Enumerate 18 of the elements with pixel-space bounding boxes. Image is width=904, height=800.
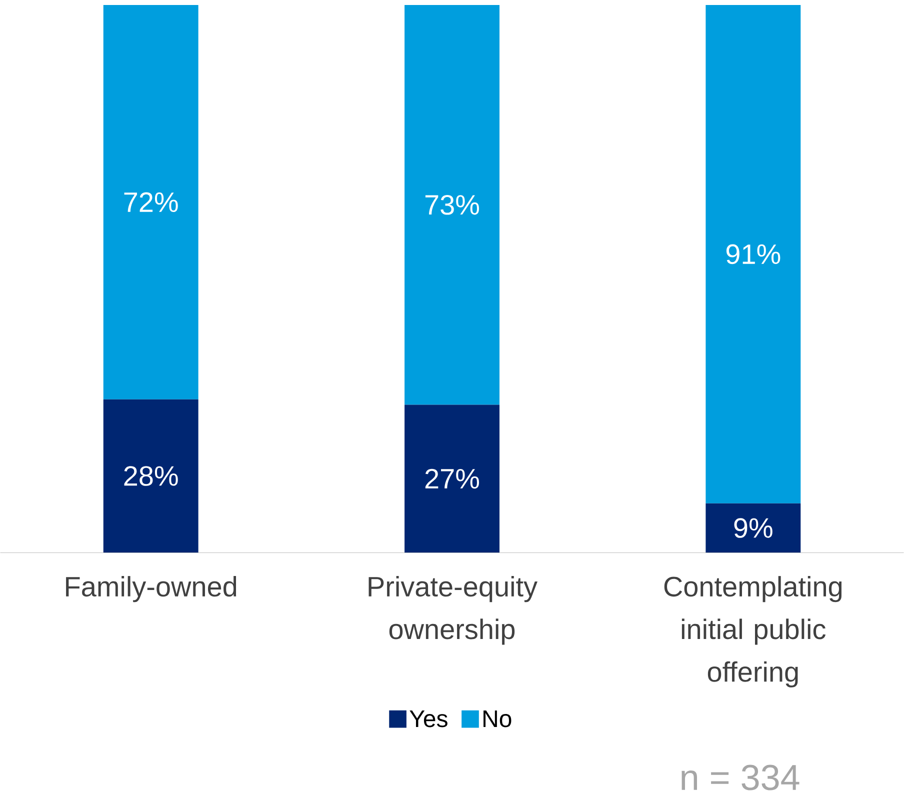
data-label: 72%: [124, 192, 178, 212]
bar: [103, 400, 198, 553]
bar: [103, 5, 198, 400]
data-label: 28%: [124, 466, 178, 486]
data-label: 27%: [425, 469, 480, 489]
text: n = 334: [682, 765, 800, 791]
data-label: 73%: [425, 195, 480, 216]
bar: [706, 5, 801, 504]
data-label: 91%: [726, 244, 780, 264]
x-tick-label: Contemplating initial public offering: [664, 576, 842, 688]
legend-label: No: [484, 710, 512, 728]
data-label: 9%: [734, 518, 772, 538]
bar: [404, 5, 500, 406]
x-tick-label: Private-equity ownership: [368, 576, 538, 646]
legend-label: Yes: [410, 710, 448, 728]
x-tick-label: Family-owned: [66, 576, 236, 602]
bar: [706, 504, 801, 553]
bar: [404, 405, 500, 553]
